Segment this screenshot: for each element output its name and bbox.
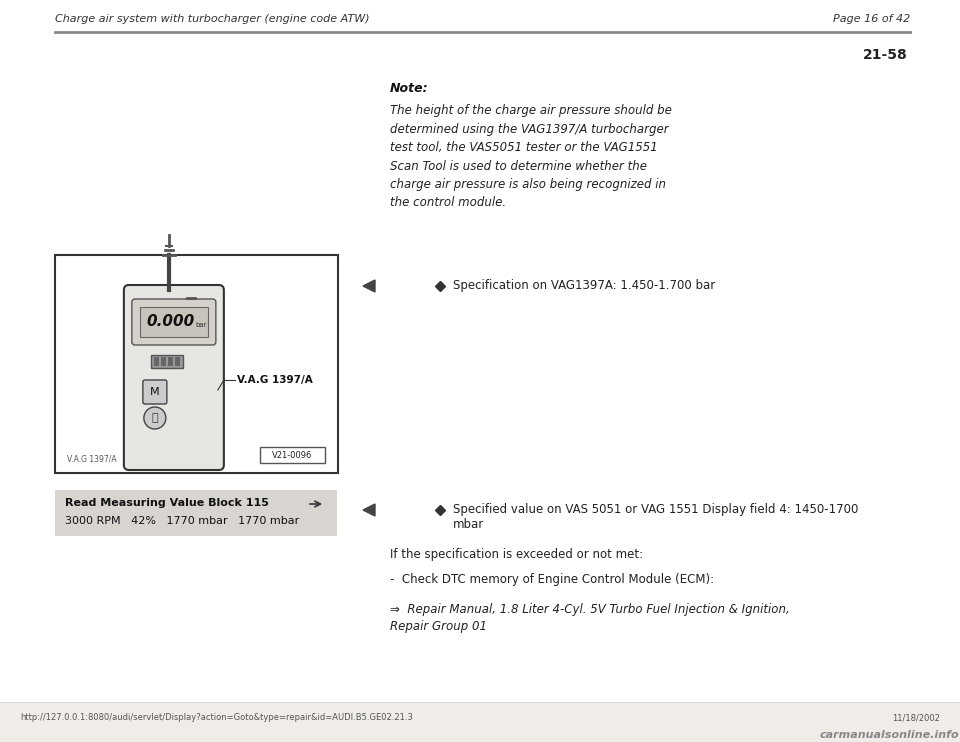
Bar [260, 447, 325, 463]
Polygon shape [363, 280, 375, 292]
Bar [168, 357, 173, 366]
Text: V.A.G 1397/A: V.A.G 1397/A [67, 454, 116, 463]
Bar [0, 702, 960, 742]
Text: 11/18/2002: 11/18/2002 [892, 714, 940, 723]
Circle shape [144, 407, 166, 429]
Text: Specification on VAG1397A: 1.450-1.700 bar: Specification on VAG1397A: 1.450-1.700 b… [453, 280, 715, 292]
Text: ⏻: ⏻ [152, 413, 158, 423]
FancyBboxPatch shape [143, 380, 167, 404]
Text: 3000 RPM   42%   1770 mbar   1770 mbar: 3000 RPM 42% 1770 mbar 1770 mbar [65, 516, 300, 526]
Text: 0.000: 0.000 [146, 315, 195, 329]
Text: carmanualsonline.info: carmanualsonline.info [820, 730, 960, 740]
Text: Read Measuring Value Block 115: Read Measuring Value Block 115 [65, 498, 269, 508]
Text: Page 16 of 42: Page 16 of 42 [832, 14, 910, 24]
Text: 21-58: 21-58 [863, 48, 908, 62]
Bar [161, 357, 166, 366]
Text: V.A.G 1397/A: V.A.G 1397/A [237, 375, 313, 385]
Text: The height of the charge air pressure should be
determined using the VAG1397/A t: The height of the charge air pressure sh… [390, 104, 672, 209]
Bar [140, 307, 208, 337]
Polygon shape [363, 504, 375, 516]
Text: Charge air system with turbocharger (engine code ATW): Charge air system with turbocharger (eng… [55, 14, 370, 24]
Bar [151, 355, 182, 368]
Text: ⇒  Repair Manual, 1.8 Liter 4-Cyl. 5V Turbo Fuel Injection & Ignition,: ⇒ Repair Manual, 1.8 Liter 4-Cyl. 5V Tur… [390, 603, 790, 616]
Text: -  Check DTC memory of Engine Control Module (ECM):: - Check DTC memory of Engine Control Mod… [390, 573, 714, 586]
Text: Repair Group 01: Repair Group 01 [390, 620, 487, 633]
FancyBboxPatch shape [132, 299, 216, 345]
Text: http://127.0.0.1:8080/audi/servlet/Display?action=Goto&type=repair&id=AUDI.B5.GE: http://127.0.0.1:8080/audi/servlet/Displ… [20, 714, 413, 723]
Text: M: M [150, 387, 159, 397]
Bar [55, 255, 338, 473]
Text: bar: bar [196, 322, 207, 328]
FancyBboxPatch shape [124, 285, 224, 470]
Bar [55, 490, 337, 536]
Text: Note:: Note: [390, 82, 428, 95]
Text: V21-0096: V21-0096 [273, 450, 313, 459]
Text: mbar: mbar [453, 518, 484, 531]
Bar [154, 357, 158, 366]
Text: Specified value on VAS 5051 or VAG 1551 Display field 4: 1450-1700: Specified value on VAS 5051 or VAG 1551 … [453, 503, 858, 516]
Text: If the specification is exceeded or not met:: If the specification is exceeded or not … [390, 548, 643, 561]
Bar [175, 357, 180, 366]
